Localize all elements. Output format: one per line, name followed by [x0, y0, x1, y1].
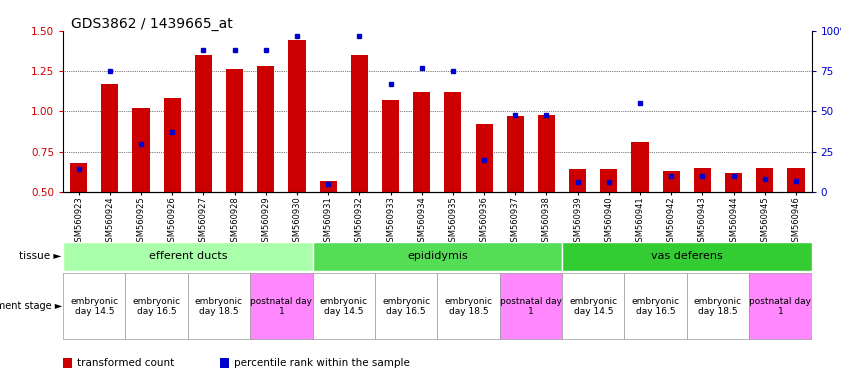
Bar [101, 84, 119, 273]
Text: embryonic
day 18.5: embryonic day 18.5 [444, 296, 493, 316]
Bar [413, 92, 431, 273]
Bar [257, 66, 274, 273]
Bar [351, 55, 368, 273]
Bar [687, 273, 749, 339]
Text: embryonic
day 18.5: embryonic day 18.5 [694, 296, 742, 316]
Text: postnatal day
1: postnatal day 1 [251, 296, 312, 316]
Bar [63, 273, 125, 339]
Text: transformed count: transformed count [77, 358, 174, 368]
Bar [632, 142, 648, 273]
Bar [624, 273, 687, 339]
Bar [569, 169, 586, 273]
Bar [562, 242, 812, 271]
Text: vas deferens: vas deferens [651, 251, 722, 262]
Bar [562, 273, 624, 339]
Text: embryonic
day 16.5: embryonic day 16.5 [133, 296, 181, 316]
Text: GDS3862 / 1439665_at: GDS3862 / 1439665_at [71, 17, 233, 31]
Bar [538, 114, 555, 273]
Bar [164, 98, 181, 273]
Text: embryonic
day 14.5: embryonic day 14.5 [320, 296, 368, 316]
Bar [756, 168, 774, 273]
Text: development stage ►: development stage ► [0, 301, 62, 311]
Text: tissue ►: tissue ► [19, 251, 62, 262]
Text: embryonic
day 14.5: embryonic day 14.5 [70, 296, 119, 316]
Bar [63, 242, 313, 271]
Bar [220, 358, 230, 367]
Text: postnatal day
1: postnatal day 1 [500, 296, 562, 316]
Text: embryonic
day 14.5: embryonic day 14.5 [569, 296, 617, 316]
Text: efferent ducts: efferent ducts [149, 251, 227, 262]
Bar [375, 273, 437, 339]
Bar [749, 273, 812, 339]
Text: embryonic
day 18.5: embryonic day 18.5 [195, 296, 243, 316]
Bar [725, 173, 742, 273]
Text: epididymis: epididymis [407, 251, 468, 262]
Text: postnatal day
1: postnatal day 1 [749, 296, 812, 316]
Bar [694, 168, 711, 273]
Bar [288, 40, 305, 273]
Bar [63, 358, 72, 367]
Bar [195, 55, 212, 273]
Bar [475, 124, 493, 273]
Bar [600, 169, 617, 273]
Text: embryonic
day 16.5: embryonic day 16.5 [382, 296, 431, 316]
Bar [663, 171, 680, 273]
Bar [507, 116, 524, 273]
Bar [188, 273, 250, 339]
Bar [70, 163, 87, 273]
Bar [787, 168, 805, 273]
Bar [133, 108, 150, 273]
Bar [125, 273, 188, 339]
Text: embryonic
day 16.5: embryonic day 16.5 [632, 296, 680, 316]
Bar [444, 92, 462, 273]
Bar [250, 273, 313, 339]
Bar [313, 242, 562, 271]
Bar [437, 273, 500, 339]
Bar [313, 273, 375, 339]
Bar [320, 181, 336, 273]
Text: percentile rank within the sample: percentile rank within the sample [234, 358, 410, 368]
Bar [382, 100, 399, 273]
Bar [500, 273, 562, 339]
Bar [226, 70, 243, 273]
